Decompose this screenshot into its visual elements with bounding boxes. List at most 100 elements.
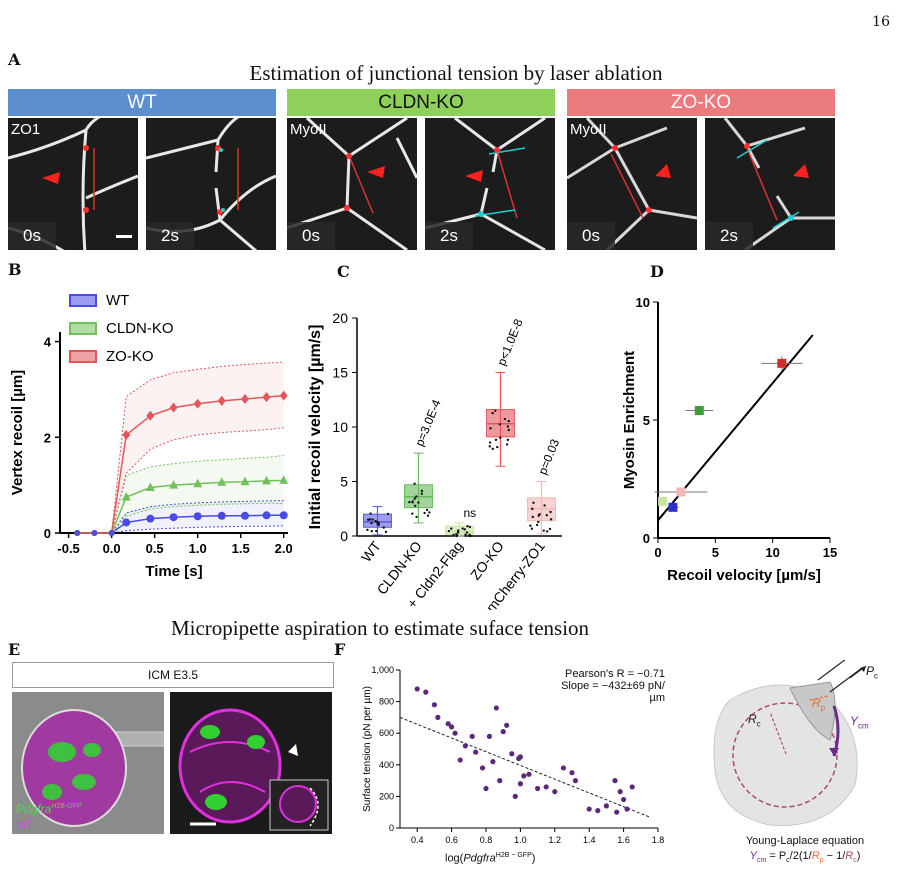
data-point xyxy=(537,520,540,524)
time-label: 0s xyxy=(567,222,615,250)
data-point xyxy=(122,429,131,440)
data-point xyxy=(505,443,509,446)
data-point xyxy=(370,529,373,533)
y-tick-label: 4 xyxy=(44,335,52,350)
eq-pc-sub: c xyxy=(786,857,790,865)
micrograph-wt-0s: ZO1 0s xyxy=(8,118,138,250)
data-point xyxy=(463,528,466,531)
data-point xyxy=(503,417,507,421)
eq-y: Y xyxy=(749,850,757,862)
data-point xyxy=(546,530,549,533)
young-laplace-title: Young-Laplace equation xyxy=(745,835,865,847)
data-point xyxy=(121,492,131,501)
surface-tension-chart: 0.4 0.6 0.8 1.0 1.2 1.4 1.6 1.8 0 200 400 600 800 1,0… xyxy=(362,665,665,845)
panel-f-letter: F xyxy=(334,640,346,659)
data-point xyxy=(411,500,414,503)
data-point xyxy=(420,489,424,493)
xlabel-suffix: ) xyxy=(531,852,536,865)
y-axis-label: Surface tension (pN per µm) xyxy=(362,686,373,812)
x-tick-label: 1.4 xyxy=(583,835,596,845)
condition-bar-zo-ko: ZO-KO xyxy=(567,89,835,116)
y-tick-label: 10 xyxy=(636,295,650,310)
data-point xyxy=(479,765,486,771)
data-point xyxy=(535,523,539,527)
legend-label: CLDN-KO xyxy=(106,320,174,337)
y-tick-label: 2 xyxy=(44,430,51,445)
micrograph-zo-2s: 2s xyxy=(705,118,835,250)
x-tick-label: 2.0 xyxy=(275,541,293,556)
data-point xyxy=(469,534,472,538)
data-point xyxy=(543,504,546,507)
data-point xyxy=(146,410,155,421)
data-point xyxy=(420,492,423,495)
data-point xyxy=(415,495,418,498)
data-point xyxy=(261,475,271,485)
data-point xyxy=(552,789,558,795)
xlabel-prefix: log( xyxy=(445,852,464,865)
data-point xyxy=(452,730,458,736)
data-point xyxy=(456,529,460,532)
y-axis-label: Initial recoil velocity [µm/s] xyxy=(307,325,324,530)
data-point xyxy=(572,778,579,784)
scale-bar xyxy=(116,235,132,238)
x-tick-label: 10 xyxy=(765,545,779,560)
data-point xyxy=(529,524,532,527)
y-tick-label: 600 xyxy=(379,728,394,738)
panel-c-letter: C xyxy=(337,262,350,281)
micrograph-cldn-0s: MyoII 0s xyxy=(287,118,417,250)
condition-bar-wt: WT xyxy=(8,89,276,116)
data-point xyxy=(370,521,373,525)
data-point xyxy=(483,785,489,792)
data-point xyxy=(240,476,250,486)
eq-rp: R xyxy=(811,850,820,862)
x-tick-label: 5 xyxy=(712,545,719,560)
significance-label: p=3.0E-4 xyxy=(412,397,443,448)
data-point xyxy=(425,508,429,512)
data-point xyxy=(449,724,455,730)
data-point xyxy=(530,527,534,530)
pearson-r: Pearson's R = −0.71 xyxy=(565,668,665,680)
box xyxy=(445,525,474,535)
panel-b-letter: B xyxy=(8,260,22,279)
data-point xyxy=(414,686,420,692)
eq-y-sub: cm xyxy=(756,857,767,865)
cell-junctions-wt-2s xyxy=(146,118,276,250)
rc-sub: c xyxy=(756,719,761,729)
data-point xyxy=(494,438,498,442)
data-point xyxy=(452,533,455,537)
y-tick-label: 800 xyxy=(379,697,394,707)
significance-label: p=0.03 xyxy=(535,437,562,477)
y-axis-label: Vertex recoil [µm] xyxy=(9,370,26,495)
x-tick-label: 0.5 xyxy=(146,541,164,556)
data-point xyxy=(122,518,131,527)
data-point xyxy=(466,524,469,528)
data-point xyxy=(498,423,502,426)
micrograph-zo-0s: MyoII 0s xyxy=(567,118,697,250)
data-point xyxy=(595,808,601,814)
aspiration-diagram xyxy=(713,660,867,826)
gene-legend: PdgfraH2B-GFP xyxy=(16,802,82,816)
y-tick-label: 15 xyxy=(332,365,348,381)
data-point xyxy=(532,501,535,504)
stain-label: ZO1 xyxy=(11,121,41,138)
data-point xyxy=(535,785,541,792)
data-point xyxy=(455,534,458,538)
time-label: 2s xyxy=(425,222,473,250)
rp-sub: p xyxy=(820,703,826,713)
data-point xyxy=(193,512,202,521)
data-point xyxy=(456,531,460,534)
data-point xyxy=(413,504,417,507)
data-point xyxy=(542,529,545,532)
data-point xyxy=(488,445,492,448)
eq-rp-sub: p xyxy=(819,857,824,865)
significance-label: p<1.0E-8 xyxy=(494,317,525,368)
x-tick-label: -0.5 xyxy=(57,541,79,556)
significance-label: ns xyxy=(464,506,477,520)
data-point xyxy=(543,784,549,790)
x-tick-label: 0.4 xyxy=(411,835,424,845)
data-point xyxy=(145,482,155,492)
data-point xyxy=(375,529,378,533)
diagram-pc-label: Pc xyxy=(866,664,878,680)
x-tick-label: 1.8 xyxy=(652,835,665,845)
confidence-band xyxy=(77,362,284,533)
